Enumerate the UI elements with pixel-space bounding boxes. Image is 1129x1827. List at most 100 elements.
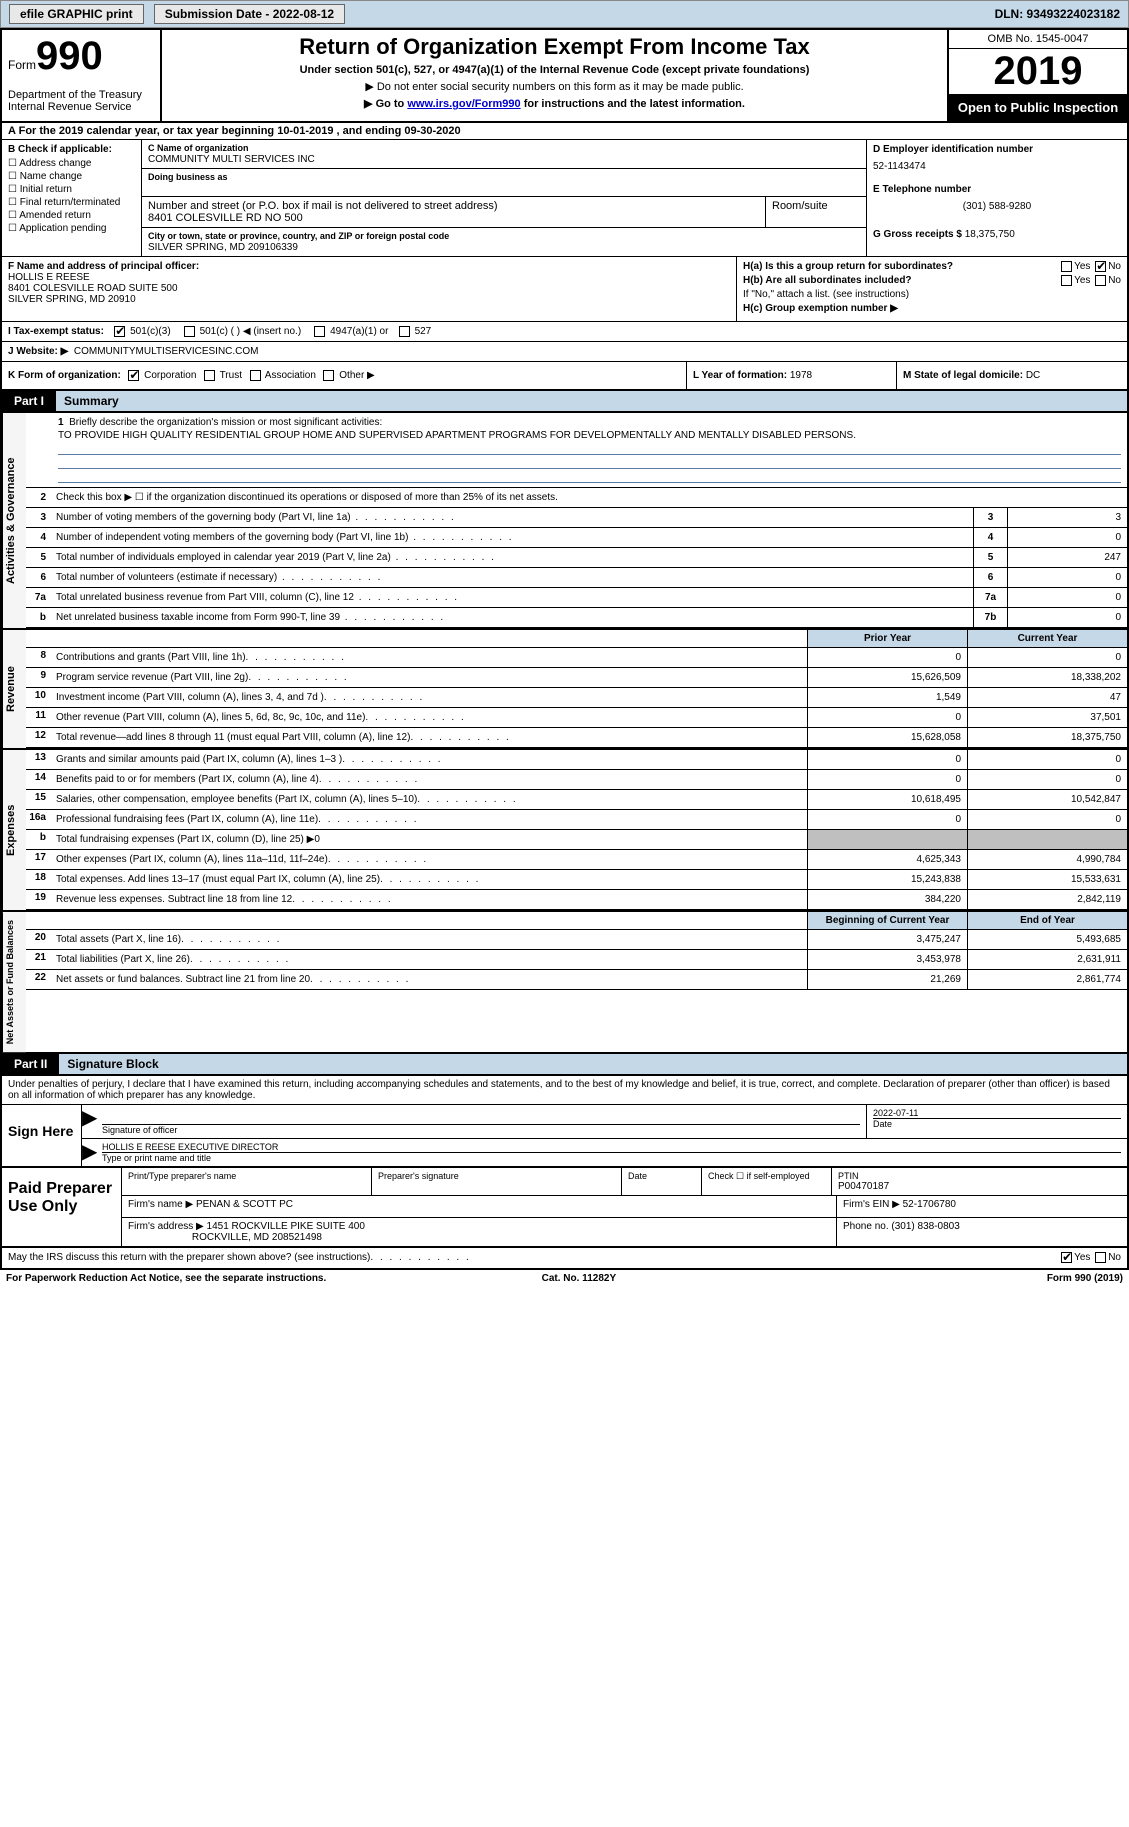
mission-text: TO PROVIDE HIGH QUALITY RESIDENTIAL GROU…	[58, 430, 1121, 441]
summary-row: 7aTotal unrelated business revenue from …	[26, 588, 1127, 608]
signature-declaration: Under penalties of perjury, I declare th…	[0, 1076, 1129, 1104]
fin-row: 11Other revenue (Part VIII, column (A), …	[26, 708, 1127, 728]
hdr-beginning: Beginning of Current Year	[807, 912, 967, 929]
net-assets-section: Net Assets or Fund Balances Beginning of…	[0, 912, 1129, 1054]
cb-may-yes[interactable]	[1061, 1252, 1072, 1263]
cb-address-change[interactable]: ☐ Address change	[8, 158, 135, 169]
irs-link[interactable]: www.irs.gov/Form990	[407, 98, 520, 110]
sig-officer-label: Signature of officer	[102, 1124, 860, 1135]
fin-row: 10Investment income (Part VIII, column (…	[26, 688, 1127, 708]
fin-row: 15Salaries, other compensation, employee…	[26, 790, 1127, 810]
cb-501c3[interactable]	[114, 326, 125, 337]
tax-year: 2019	[949, 49, 1127, 94]
arrow-icon: ▶	[82, 1139, 96, 1166]
omb-number: OMB No. 1545-0047	[949, 30, 1127, 49]
hdr-end: End of Year	[967, 912, 1127, 929]
arrow-icon: ▶	[82, 1105, 96, 1138]
fin-row: 12Total revenue—add lines 8 through 11 (…	[26, 728, 1127, 748]
summary-row: bNet unrelated business taxable income f…	[26, 608, 1127, 628]
line-l: L Year of formation: 1978	[687, 362, 897, 389]
box-b: B Check if applicable: ☐ Address change …	[2, 140, 142, 256]
cb-association[interactable]	[250, 370, 261, 381]
form-subtitle-2: ▶ Do not enter social security numbers o…	[170, 80, 939, 93]
box-d: D Employer identification number 52-1143…	[867, 140, 1127, 256]
cb-may-no[interactable]	[1095, 1252, 1106, 1263]
cb-corporation[interactable]	[128, 370, 139, 381]
cb-527[interactable]	[399, 326, 410, 337]
block-fgh: F Name and address of principal officer:…	[0, 257, 1129, 322]
form-subtitle-3: ▶ Go to www.irs.gov/Form990 for instruct…	[170, 97, 939, 110]
paid-preparer-label: Paid Preparer Use Only	[2, 1168, 122, 1246]
cb-application-pending[interactable]: ☐ Application pending	[8, 223, 135, 234]
activities-governance: Activities & Governance 1 1 Briefly desc…	[0, 413, 1129, 628]
sign-here-label: Sign Here	[2, 1105, 82, 1166]
part1-num: Part I	[2, 391, 56, 411]
form-title: Return of Organization Exempt From Incom…	[170, 34, 939, 60]
side-label-governance: Activities & Governance	[2, 413, 26, 628]
line-a: A For the 2019 calendar year, or tax yea…	[0, 123, 1129, 140]
firm-phone: (301) 838-0803	[891, 1221, 959, 1232]
box-b-label: B Check if applicable:	[8, 144, 135, 155]
fin-row: 14Benefits paid to or for members (Part …	[26, 770, 1127, 790]
side-label-expenses: Expenses	[2, 750, 26, 910]
fin-row: 22Net assets or fund balances. Subtract …	[26, 970, 1127, 990]
block-klm: K Form of organization: Corporation Trus…	[0, 362, 1129, 391]
form-header-right: OMB No. 1545-0047 2019 Open to Public In…	[947, 30, 1127, 121]
efile-button[interactable]: efile GRAPHIC print	[9, 4, 144, 24]
part2-num: Part II	[2, 1054, 59, 1074]
fin-row: 9Program service revenue (Part VIII, lin…	[26, 668, 1127, 688]
form-number: 990	[36, 34, 103, 78]
submission-date: Submission Date - 2022-08-12	[154, 4, 345, 24]
expenses-section: Expenses 13Grants and similar amounts pa…	[0, 750, 1129, 912]
hdr-prior-year: Prior Year	[807, 630, 967, 647]
box-h: H(a) Is this a group return for subordin…	[737, 257, 1127, 321]
org-name-label: C Name of organization	[148, 143, 249, 153]
part1-header: Part I Summary	[0, 391, 1129, 413]
address-label: Number and street (or P.O. box if mail i…	[148, 200, 498, 212]
footer-right: Form 990 (2019)	[1047, 1273, 1123, 1284]
city: SILVER SPRING, MD 209106339	[148, 242, 298, 253]
fin-row: 17Other expenses (Part IX, column (A), l…	[26, 850, 1127, 870]
block-bcd: B Check if applicable: ☐ Address change …	[0, 140, 1129, 257]
city-label: City or town, state or province, country…	[148, 231, 449, 241]
part2-title: Signature Block	[59, 1054, 1127, 1074]
officer-addr1: 8401 COLESVILLE ROAD SUITE 500	[8, 283, 178, 294]
box-f: F Name and address of principal officer:…	[2, 257, 737, 321]
may-irs-discuss: May the IRS discuss this return with the…	[0, 1248, 1129, 1269]
form-header-center: Return of Organization Exempt From Incom…	[162, 30, 947, 121]
ein-label: D Employer identification number	[873, 144, 1121, 155]
cb-ha-yes[interactable]	[1061, 261, 1072, 272]
fin-header: Prior Year Current Year	[26, 630, 1127, 648]
cb-final-return[interactable]: ☐ Final return/terminated	[8, 197, 135, 208]
part1-title: Summary	[56, 391, 1127, 411]
ein: 52-1143474	[873, 161, 1121, 172]
dln: DLN: 93493224023182	[995, 7, 1120, 21]
room-label: Room/suite	[772, 200, 828, 212]
cb-4947[interactable]	[314, 326, 325, 337]
cb-hb-no[interactable]	[1095, 275, 1106, 286]
cb-amended-return[interactable]: ☐ Amended return	[8, 210, 135, 221]
page-footer: For Paperwork Reduction Act Notice, see …	[0, 1270, 1129, 1287]
summary-row: 2Check this box ▶ ☐ if the organization …	[26, 488, 1127, 508]
cb-name-change[interactable]: ☐ Name change	[8, 171, 135, 182]
line-k: K Form of organization: Corporation Trus…	[2, 362, 687, 389]
cb-other[interactable]	[323, 370, 334, 381]
officer-name: HOLLIS E REESE	[8, 272, 90, 283]
footer-center: Cat. No. 11282Y	[542, 1273, 616, 1284]
cb-ha-no[interactable]	[1095, 261, 1106, 272]
summary-row: 4Number of independent voting members of…	[26, 528, 1127, 548]
dba-label: Doing business as	[148, 172, 228, 182]
department: Department of the Treasury Internal Reve…	[8, 89, 154, 113]
cb-hb-yes[interactable]	[1061, 275, 1072, 286]
firm-name: PENAN & SCOTT PC	[196, 1199, 293, 1210]
footer-left: For Paperwork Reduction Act Notice, see …	[6, 1273, 326, 1284]
cb-501c[interactable]	[184, 326, 195, 337]
self-employed-cb[interactable]: Check ☐ if self-employed	[708, 1171, 825, 1182]
cb-trust[interactable]	[204, 370, 215, 381]
firm-ein: 52-1706780	[903, 1199, 956, 1210]
firm-addr1: 1451 ROCKVILLE PIKE SUITE 400	[207, 1221, 365, 1232]
cb-initial-return[interactable]: ☐ Initial return	[8, 184, 135, 195]
summary-row: 3Number of voting members of the governi…	[26, 508, 1127, 528]
address: 8401 COLESVILLE RD NO 500	[148, 212, 303, 224]
fin-row: 19Revenue less expenses. Subtract line 1…	[26, 890, 1127, 910]
